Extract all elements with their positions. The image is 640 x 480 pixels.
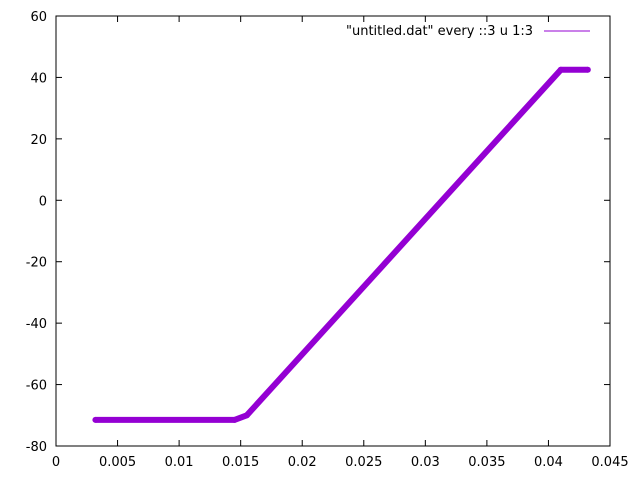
- x-tick-label: 0.035: [468, 455, 505, 470]
- x-tick-label: 0.02: [288, 455, 317, 470]
- x-tick-label: 0.04: [534, 455, 563, 470]
- x-tick-label: 0.005: [99, 455, 136, 470]
- y-tick-label: 0: [39, 194, 47, 209]
- y-tick-label: -40: [26, 317, 47, 332]
- y-tick-label: 40: [30, 71, 47, 86]
- axis-ticks: 0 0.005 0.01 0.015 0.02 0.025 0.03 0.035 0.04 0.0…: [26, 10, 629, 470]
- data-point: [243, 412, 250, 419]
- data-point: [92, 416, 99, 423]
- x-tick-label: 0: [52, 455, 60, 470]
- legend-label: "untitled.dat" every ::3 u 1:3: [346, 24, 533, 39]
- x-tick-label: 0.01: [165, 455, 194, 470]
- x-tick-label: 0.025: [345, 455, 382, 470]
- y-tick-label: 20: [30, 133, 47, 148]
- data-point: [557, 66, 564, 73]
- y-tick-label: -20: [26, 256, 47, 271]
- plot-frame: [55, 15, 611, 447]
- data-point: [231, 416, 238, 423]
- y-tick-label: -80: [26, 440, 47, 455]
- series-group: [92, 66, 591, 423]
- x-tick-label: 0.045: [591, 455, 628, 470]
- data-point: [584, 66, 591, 73]
- y-tick-label: 60: [30, 10, 47, 25]
- x-tick-label: 0.015: [222, 455, 259, 470]
- legend: "untitled.dat" every ::3 u 1:3: [346, 24, 590, 39]
- y-tick-label: -60: [26, 379, 47, 394]
- plot-border: [55, 15, 611, 447]
- x-tick-label: 0.03: [411, 455, 440, 470]
